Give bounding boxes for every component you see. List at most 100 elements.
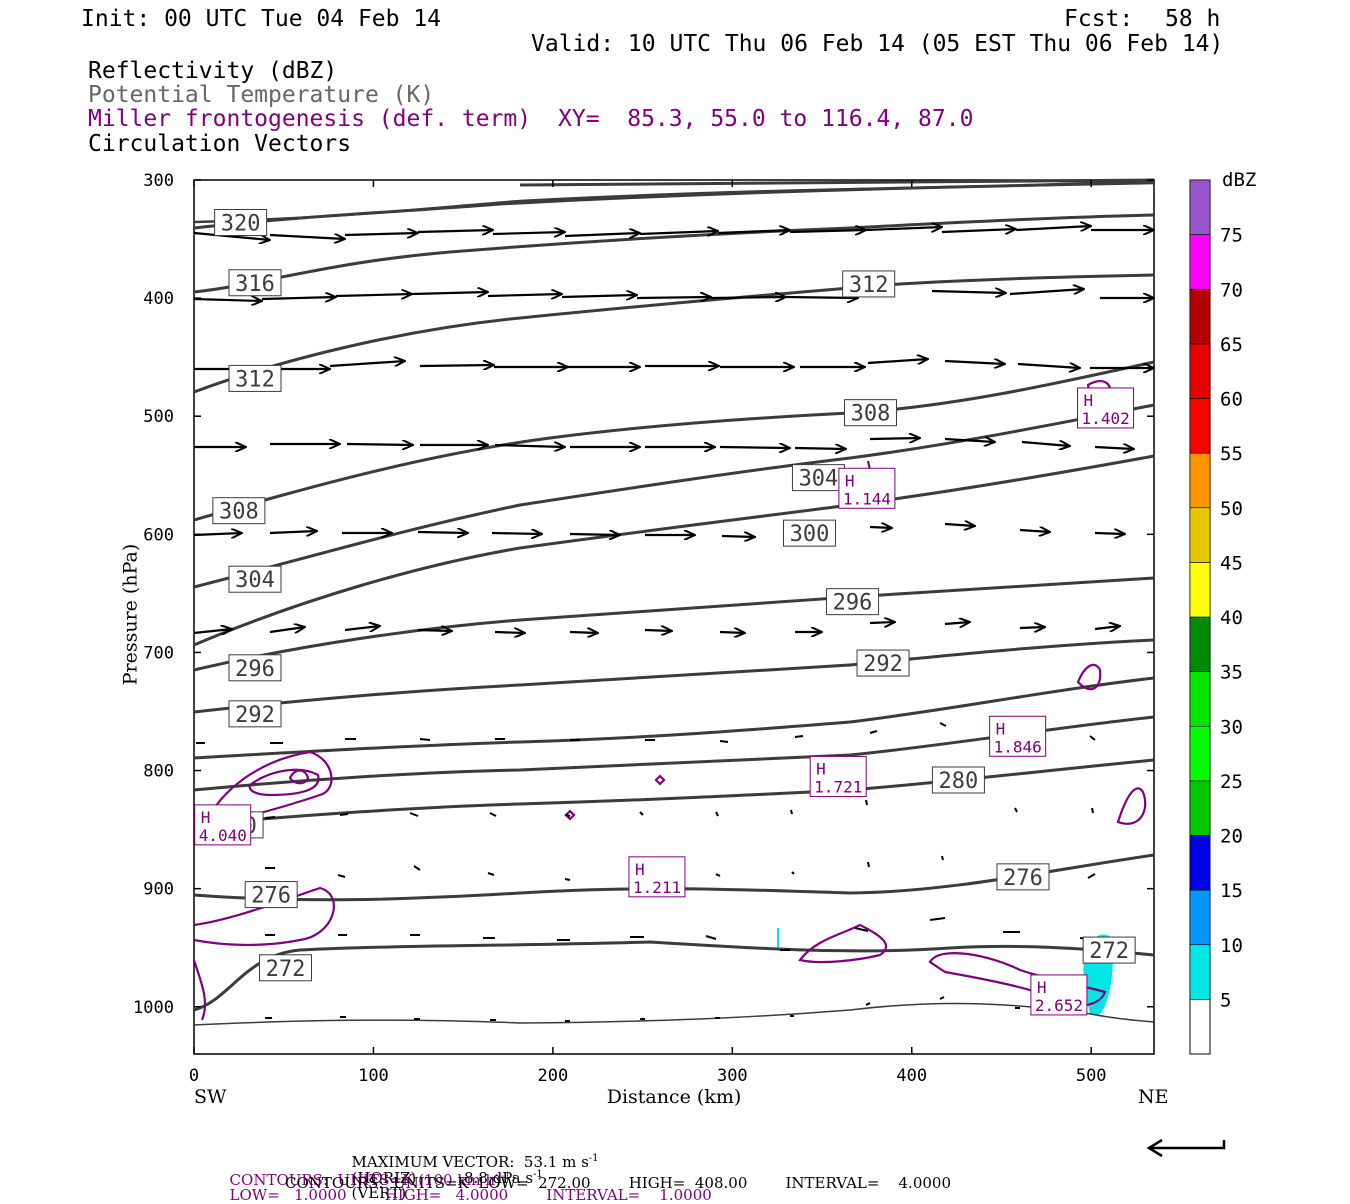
- colorbar-swatch: [1189, 288, 1211, 345]
- colorbar-level-label: 70: [1220, 279, 1243, 301]
- isentrope-label-box: [244, 881, 298, 909]
- fronto-high-value: 4.040: [199, 826, 247, 845]
- colorbar-level-label: 30: [1220, 716, 1243, 738]
- isentrope-label-box: [259, 954, 313, 982]
- colorbar-level-label: 40: [1220, 607, 1243, 629]
- y-axis-title: Pressure (hPa): [119, 543, 142, 686]
- colorbar-swatch: [1189, 889, 1211, 946]
- isentrope-label-box: [996, 863, 1050, 891]
- isentrope-label: 304: [235, 568, 275, 593]
- isentrope-label: 272: [1089, 939, 1129, 964]
- fronto-high-letter: H: [996, 719, 1006, 738]
- y-tick-label: 500: [143, 407, 174, 427]
- colorbar-level-label: 20: [1220, 826, 1243, 848]
- isentrope-312: [193, 273, 1155, 394]
- plot-frame: [193, 179, 1155, 1055]
- isentrope-label: 308: [219, 500, 259, 525]
- colorbar-level-label: 60: [1220, 389, 1243, 411]
- isentrope-label-box: [826, 588, 880, 616]
- colorbar-swatch: [1189, 343, 1211, 399]
- isentrope-label-box: [791, 464, 845, 492]
- x-tick-label: 300: [717, 1066, 748, 1086]
- cross-section-endpoints: XY= 85.3, 55.0 to 116.4, 87.0: [558, 106, 974, 132]
- colorbar-swatch: [1189, 725, 1211, 782]
- x-tick-label: 200: [538, 1066, 569, 1086]
- colorbar-swatch: [1189, 616, 1211, 672]
- y-tick-label: 400: [143, 289, 174, 309]
- fronto-high-value: 1.846: [994, 737, 1042, 756]
- x-tick-label: 500: [1076, 1066, 1107, 1086]
- colorbar-swatch: [1189, 179, 1211, 235]
- isentrope-label-box: [228, 269, 282, 297]
- fronto-high-value: 1.721: [814, 777, 862, 796]
- fronto-high-box: [1077, 387, 1135, 429]
- isentrope-324: [519, 178, 1155, 187]
- x-axis-ne: NE: [1138, 1086, 1169, 1108]
- y-tick-label: 700: [143, 643, 174, 663]
- isentrope-label: 300: [790, 522, 830, 547]
- isentrope-label: 304: [799, 467, 839, 492]
- x-axis-sw: SW: [194, 1086, 227, 1108]
- y-tick-label: 300: [143, 171, 174, 191]
- colorbar-swatch: [1189, 835, 1211, 891]
- colorbar-swatch: [1189, 671, 1211, 727]
- colorbar-swatch: [1189, 944, 1211, 1000]
- colorbar-swatch: [1189, 562, 1211, 618]
- isentrope-label: 272: [266, 957, 306, 982]
- fronto-high-box: [989, 715, 1047, 757]
- isentrope-label-box: [931, 766, 985, 794]
- isentrope-label: 292: [863, 652, 903, 677]
- colorbar-level-label: 5: [1220, 989, 1231, 1011]
- fronto-high-letter: H: [845, 471, 855, 490]
- colorbar-level-label: 35: [1220, 662, 1243, 684]
- y-tick-label: 900: [143, 880, 174, 900]
- isentrope-308: [193, 360, 1155, 522]
- isentrope-label: 320: [221, 212, 261, 237]
- isentrope-label: 296: [833, 591, 873, 616]
- fronto-high-box: [1030, 974, 1088, 1016]
- isentrope-300: [193, 454, 1155, 647]
- fronto-high-letter: H: [635, 860, 645, 879]
- colorbar-level-label: 25: [1220, 771, 1243, 793]
- max-vector-line: MAXIMUM VECTOR: 53.1 m s-1 (HORIZ) 8.8 d…: [351, 1153, 599, 1202]
- colorbar-unit: dBZ: [1222, 169, 1257, 191]
- colorbar-swatch: [1189, 507, 1211, 563]
- isentrope-label: 276: [1003, 866, 1043, 891]
- isentrope-296: [193, 576, 1155, 672]
- fronto-high-box: [628, 856, 686, 898]
- isentrope-292: [193, 638, 1155, 714]
- fronto-high-value: 2.652: [1035, 996, 1083, 1015]
- isentrope-288: [193, 676, 1155, 760]
- y-tick-label: 800: [143, 762, 174, 782]
- fronto-high-value: 1.211: [633, 878, 681, 897]
- isentrope-label-box: [228, 565, 282, 593]
- isentrope-label-box: [1082, 936, 1136, 964]
- valid-time: Valid: 10 UTC Thu 06 Feb 14 (05 EST Thu …: [531, 31, 1224, 57]
- fronto-high-value: 1.402: [1082, 409, 1130, 428]
- theta-contour-info: CONTOURS: UNITS=K LOW= 272.00 HIGH= 408.…: [285, 1174, 951, 1192]
- isentrope-label: 312: [235, 367, 275, 392]
- isentrope-label: 292: [235, 703, 275, 728]
- isentrope-label-box: [212, 497, 266, 525]
- isentrope-280: [193, 758, 1155, 827]
- isentrope-304: [193, 403, 1155, 589]
- colorbar-level-label: 75: [1220, 225, 1243, 247]
- y-tick-label: 600: [143, 525, 174, 545]
- field-reflectivity: Reflectivity (dBZ): [88, 58, 338, 84]
- isentropes: [193, 178, 1155, 1026]
- isentrope-316: [193, 179, 1155, 230]
- isentrope-label: 296: [235, 657, 275, 682]
- y-tick-label: 1000: [133, 998, 174, 1018]
- isentrope-label-box: [842, 270, 896, 298]
- fronto-high-box: [194, 804, 252, 846]
- colorbar-swatch: [1189, 452, 1211, 509]
- isentrope-label-box: [856, 649, 910, 677]
- isentrope-316b: [193, 213, 1155, 294]
- isentrope-label-box: [214, 209, 268, 237]
- init-time: Init: 00 UTC Tue 04 Feb 14: [81, 6, 442, 32]
- isentrope-label-box: [228, 700, 282, 728]
- x-tick-label: 100: [358, 1066, 389, 1086]
- isentrope-276: [193, 853, 1155, 902]
- isentrope-label: 280: [939, 769, 979, 794]
